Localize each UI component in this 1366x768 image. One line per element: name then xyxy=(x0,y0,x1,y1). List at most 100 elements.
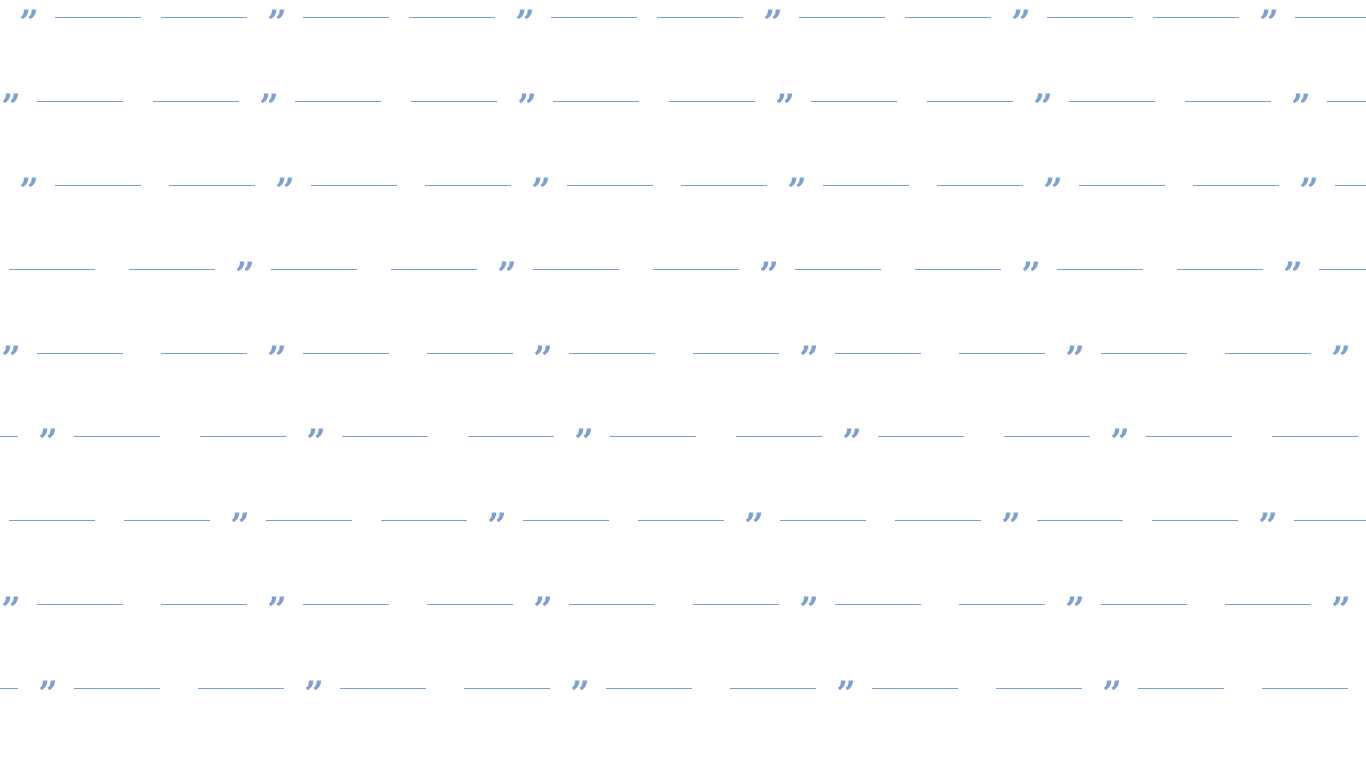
rule-line-left xyxy=(693,352,779,354)
closing-quote-icon: ” xyxy=(19,3,39,43)
rule-line-left xyxy=(638,519,724,521)
closing-quote-icon: ” xyxy=(1259,3,1279,43)
rule-line-right xyxy=(55,184,141,186)
rule-line-left xyxy=(0,435,18,437)
rule-line-right xyxy=(1101,603,1187,605)
closing-quote-icon: ” xyxy=(267,339,287,379)
rule-line-right xyxy=(266,519,352,521)
rule-line-left xyxy=(996,687,1082,689)
quote-motif: ” xyxy=(161,341,389,376)
rule-line-left xyxy=(1272,435,1358,437)
rule-line-right xyxy=(606,687,692,689)
rule-line-right xyxy=(610,435,696,437)
quote-motif: ” xyxy=(381,508,609,543)
closing-quote-icon: ” xyxy=(836,674,856,714)
rule-line-left xyxy=(1004,435,1090,437)
rule-line-left xyxy=(1185,100,1271,102)
rule-line-right xyxy=(1335,184,1366,186)
closing-quote-icon: ” xyxy=(744,506,764,546)
quote-motif: ” xyxy=(959,592,1187,627)
closing-quote-icon: ” xyxy=(38,422,58,462)
closing-quote-icon: ” xyxy=(799,339,819,379)
rule-line-right xyxy=(780,519,866,521)
rule-line-right xyxy=(1327,100,1366,102)
closing-quote-icon: ” xyxy=(775,87,795,127)
rule-line-left xyxy=(161,16,247,18)
closing-quote-icon: ” xyxy=(531,171,551,211)
closing-quote-icon: ” xyxy=(1,339,21,379)
rule-line-right xyxy=(1069,100,1155,102)
closing-quote-icon: ” xyxy=(787,171,807,211)
quote-motif: ” xyxy=(0,173,141,208)
closing-quote-icon: ” xyxy=(515,3,535,43)
quote-motif: ” xyxy=(169,173,397,208)
closing-quote-icon: ” xyxy=(1102,674,1122,714)
rule-line-right xyxy=(1295,16,1366,18)
closing-quote-icon: ” xyxy=(574,422,594,462)
quote-motif: ” xyxy=(669,89,897,124)
closing-quote-icon: ” xyxy=(235,255,255,295)
closing-quote-icon: ” xyxy=(1258,506,1278,546)
rule-line-right xyxy=(303,16,389,18)
rule-line-left xyxy=(0,687,18,689)
quote-motif: ” xyxy=(1262,676,1366,700)
quote-motif: ” xyxy=(468,424,696,459)
rule-line-right xyxy=(303,352,389,354)
rule-line-right xyxy=(74,435,160,437)
rule-line-right xyxy=(1101,352,1187,354)
closing-quote-icon: ” xyxy=(533,339,553,379)
quote-motif: ” xyxy=(1185,89,1366,124)
quote-motif: ” xyxy=(730,676,958,711)
rule-line-right xyxy=(1037,519,1123,521)
closing-quote-icon: ” xyxy=(799,590,819,630)
closing-quote-icon: ” xyxy=(1021,255,1041,295)
rule-line-left xyxy=(681,184,767,186)
rule-line-right xyxy=(9,519,95,521)
quote-motif: ” xyxy=(1272,424,1366,448)
quote-motif: ” xyxy=(0,5,141,40)
quote-motif: ” xyxy=(996,676,1224,711)
quote-motif: ” xyxy=(464,676,692,711)
rule-line-right xyxy=(823,184,909,186)
rule-line-right xyxy=(569,603,655,605)
quote-motif: ” xyxy=(391,257,619,292)
rule-line-left xyxy=(427,352,513,354)
rule-line-right xyxy=(295,100,381,102)
quote-motif: ” xyxy=(681,173,909,208)
rule-line-left xyxy=(464,687,550,689)
quote-motif: ” xyxy=(0,508,95,532)
closing-quote-icon: ” xyxy=(1065,339,1085,379)
closing-quote-icon: ” xyxy=(1331,339,1351,379)
closing-quote-icon: ” xyxy=(1283,255,1303,295)
quote-motif: ” xyxy=(427,341,655,376)
closing-quote-icon: ” xyxy=(497,255,517,295)
quote-motif: ” xyxy=(693,341,921,376)
quote-motif: ” xyxy=(0,341,123,376)
quote-motif: ” xyxy=(638,508,866,543)
rule-line-left xyxy=(381,519,467,521)
rule-line-right xyxy=(835,603,921,605)
quote-motif: ” xyxy=(937,173,1165,208)
closing-quote-icon: ” xyxy=(304,674,324,714)
rule-line-left xyxy=(411,100,497,102)
rule-line-right xyxy=(878,435,964,437)
closing-quote-icon: ” xyxy=(275,171,295,211)
closing-quote-icon: ” xyxy=(1065,590,1085,630)
rule-line-left xyxy=(730,687,816,689)
quote-motif: ” xyxy=(1177,257,1366,292)
closing-quote-icon: ” xyxy=(1043,171,1063,211)
closing-quote-icon: ” xyxy=(517,87,537,127)
rule-line-left xyxy=(669,100,755,102)
rule-line-right xyxy=(553,100,639,102)
quote-motif: ” xyxy=(657,5,885,40)
quote-motif: ” xyxy=(409,5,637,40)
rule-line-right xyxy=(1294,519,1366,521)
rule-line-left xyxy=(200,435,286,437)
rule-line-left xyxy=(129,268,215,270)
quote-motif: ” xyxy=(959,341,1187,376)
rule-line-left xyxy=(1193,184,1279,186)
rule-line-left xyxy=(169,184,255,186)
rule-line-left xyxy=(391,268,477,270)
rule-line-right xyxy=(55,16,141,18)
rule-line-right xyxy=(1047,16,1133,18)
